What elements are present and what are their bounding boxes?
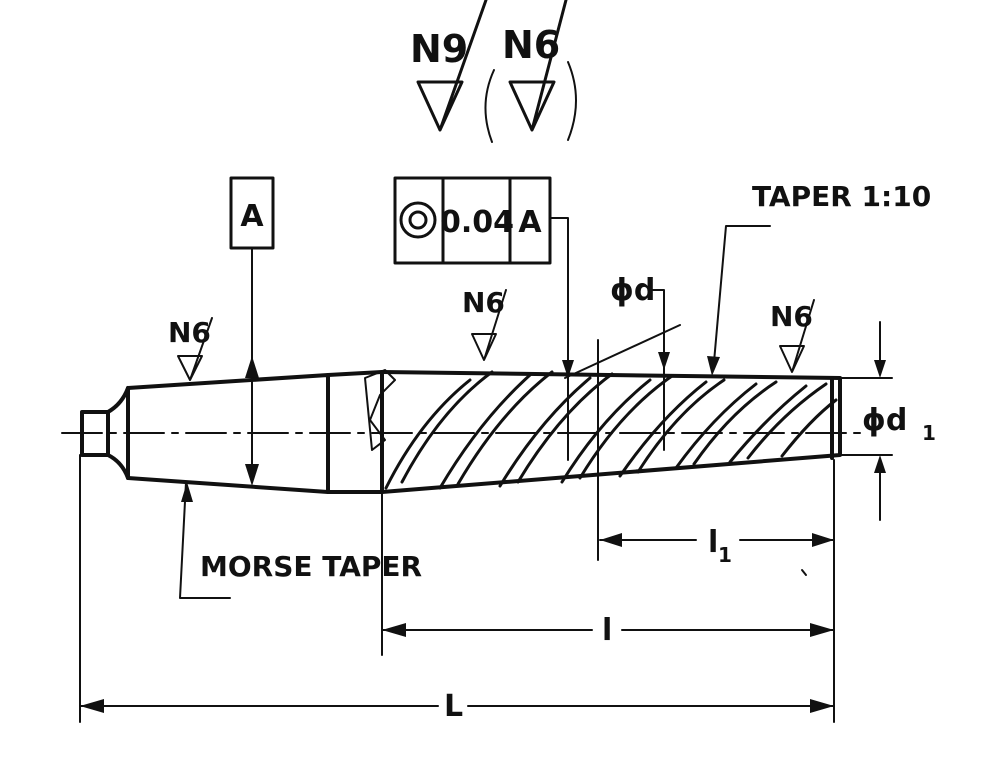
morse-taper-shank	[126, 373, 330, 494]
feature-control-frame: 0.04 A	[393, 176, 574, 461]
morse-leader	[179, 481, 231, 599]
finish-n9-symbol	[416, 0, 488, 132]
datum-arrow-down	[245, 464, 259, 486]
right-parenthesis	[567, 61, 577, 141]
diameter-d-label: ϕd	[610, 273, 655, 308]
dimension-l: l	[381, 613, 835, 648]
fcf-leader	[549, 217, 569, 461]
dimension-l1: l 1	[599, 525, 835, 567]
l1-subscript: 1	[718, 543, 732, 567]
finish-tip: N6	[770, 299, 815, 373]
concentricity-icon	[399, 201, 437, 239]
diameter-d1: ϕd 1	[839, 321, 936, 521]
fcf-tolerance: 0.04	[440, 205, 514, 240]
finish-n9-label: N9	[410, 27, 468, 71]
finish-n6-symbol	[508, 0, 568, 132]
helical-flutes	[384, 370, 838, 490]
taper-note: TAPER 1:10	[707, 180, 931, 376]
l-label: l	[602, 613, 612, 648]
L-label: L	[444, 689, 463, 724]
surface-finish-overall: N9 N6	[410, 0, 577, 143]
diameter-d1-subscript: 1	[922, 421, 936, 445]
neck-fillet	[106, 386, 130, 480]
finish-shank: N6	[168, 316, 213, 381]
taper-ratio-label: TAPER 1:10	[752, 180, 931, 213]
l1-label: l	[708, 525, 718, 560]
fcf-datum-ref: A	[518, 205, 542, 240]
finish-flutes: N6	[462, 286, 507, 361]
reamer-body	[80, 369, 842, 494]
diameter-d1-label: ϕd	[862, 403, 907, 438]
flute-body-outline	[326, 370, 842, 494]
diameter-d: ϕd	[564, 273, 681, 561]
morse-taper-label: MORSE TAPER	[200, 550, 422, 583]
taper-leader	[713, 225, 771, 363]
datum-feature: A	[229, 176, 275, 486]
flute-start-relief	[364, 369, 396, 451]
left-parenthesis	[484, 69, 495, 143]
datum-label: A	[240, 199, 264, 234]
morse-taper-note: MORSE TAPER	[179, 481, 422, 599]
svg-text:N6: N6	[168, 316, 211, 349]
fcf-leader-arrow	[562, 360, 574, 378]
svg-text:N6: N6	[770, 300, 813, 333]
dimension-overall-length: L	[79, 689, 835, 724]
fcf-border	[393, 176, 552, 265]
datum-arrow-up	[245, 356, 259, 378]
